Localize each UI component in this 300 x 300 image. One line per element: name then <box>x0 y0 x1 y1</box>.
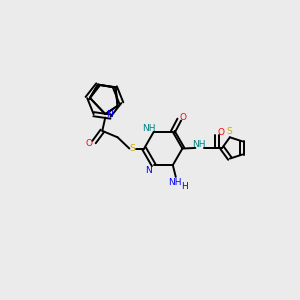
Text: N: N <box>145 166 152 175</box>
Text: O: O <box>218 128 224 137</box>
Text: NH: NH <box>192 140 206 149</box>
Text: S: S <box>130 144 135 153</box>
Text: O: O <box>86 139 93 148</box>
Text: S: S <box>226 128 232 136</box>
Text: N: N <box>106 110 113 118</box>
Text: O: O <box>180 113 187 122</box>
Text: H: H <box>181 182 188 191</box>
Text: NH: NH <box>168 178 182 187</box>
Text: NH: NH <box>142 124 155 133</box>
